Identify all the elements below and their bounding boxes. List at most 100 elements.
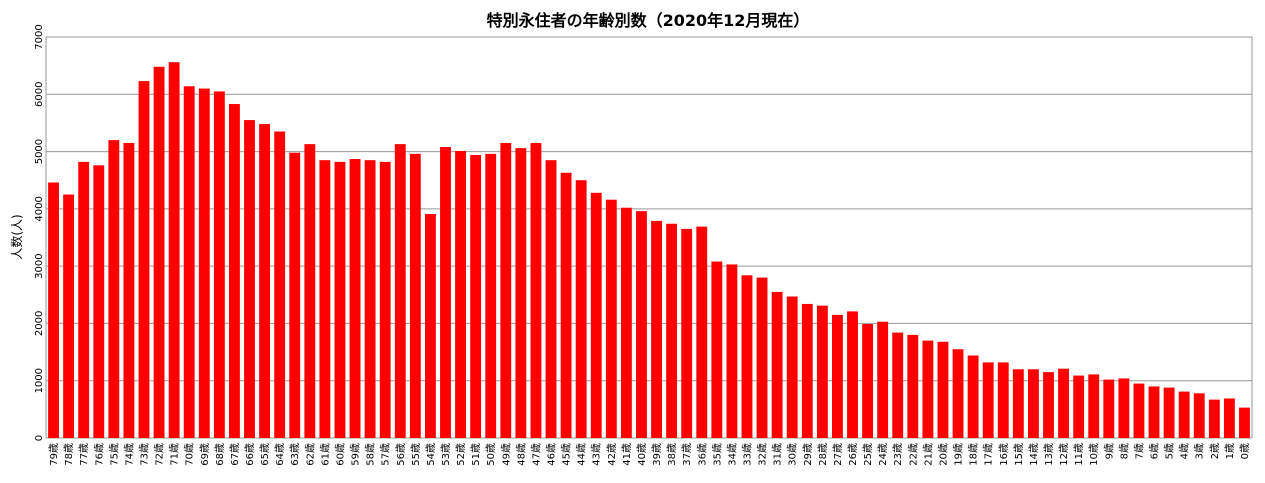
bar (997, 362, 1009, 438)
bar (138, 81, 150, 439)
x-tick-label: 9歳 (1103, 443, 1115, 459)
x-tick-label: 25歳 (862, 443, 874, 466)
x-tick-label: 19歳 (953, 443, 965, 466)
bar (982, 362, 994, 438)
bar (636, 211, 647, 438)
bar (816, 305, 828, 438)
x-tick-label: 52歳 (455, 443, 467, 466)
x-tick-label: 49歳 (500, 443, 512, 466)
grid-lines (46, 93, 1252, 382)
x-tick-label: 28歳 (817, 443, 829, 466)
x-tick-label: 58歳 (365, 443, 377, 466)
bar (681, 228, 693, 438)
x-tick-label: 38歳 (666, 443, 678, 466)
x-tick-label: 65歳 (259, 443, 271, 466)
bar (590, 192, 602, 438)
x-tick-label: 60歳 (334, 443, 346, 466)
x-tick-label: 27歳 (832, 443, 844, 466)
x-tick-label: 37歳 (681, 443, 693, 466)
x-tick-label: 22歳 (907, 443, 919, 466)
x-tick-label: 18歳 (968, 443, 980, 466)
x-tick-label: 15歳 (1013, 443, 1025, 466)
x-tick-label: 8歳 (1118, 443, 1130, 459)
bar (847, 311, 858, 438)
x-tick-label: 21歳 (922, 443, 934, 466)
x-tick-label: 68歳 (214, 443, 226, 466)
bar (696, 226, 708, 438)
x-tick-label: 76歳 (93, 443, 105, 466)
x-tick-label: 77歳 (78, 443, 90, 466)
x-tick-label: 20歳 (937, 443, 949, 466)
plot-area (45, 36, 1253, 439)
x-tick-label: 69歳 (199, 443, 211, 466)
bar (229, 104, 240, 438)
x-tick-label: 39歳 (651, 443, 663, 466)
bar (922, 340, 934, 438)
x-tick-label: 79歳 (48, 443, 60, 466)
bar (862, 324, 874, 438)
x-tick-label: 31歳 (772, 443, 784, 466)
bar (63, 194, 75, 438)
y-tick-label: 3000 (34, 253, 45, 278)
x-tick-label: 63歳 (289, 443, 301, 466)
x-tick-label: 40歳 (636, 443, 648, 466)
bar (1178, 391, 1190, 438)
bar (1012, 369, 1024, 438)
x-tick-label: 48歳 (515, 443, 527, 466)
bar (937, 341, 949, 438)
bar (1088, 374, 1100, 438)
x-tick-label: 3歳 (1194, 443, 1206, 459)
bar (244, 120, 255, 439)
x-tick-label: 35歳 (711, 443, 723, 466)
bar (1193, 393, 1205, 438)
y-tick-label: 0 (34, 435, 45, 441)
x-tick-label: 66歳 (244, 443, 256, 466)
bar (907, 334, 919, 438)
bar (786, 296, 798, 438)
x-tick-label: 42歳 (606, 443, 618, 466)
x-tick-label: 41歳 (621, 443, 633, 466)
bar (274, 131, 286, 438)
bar (741, 275, 753, 438)
bar (605, 199, 617, 438)
x-tick-label: 7歳 (1133, 443, 1145, 459)
x-tick-label: 34歳 (726, 443, 738, 466)
x-tick-label: 2歳 (1209, 443, 1221, 459)
x-tick-label: 0歳 (1239, 443, 1251, 459)
bar (394, 144, 406, 439)
x-tick-label: 73歳 (138, 443, 150, 466)
y-tick-label: 4000 (34, 196, 45, 221)
x-tick-label: 56歳 (395, 443, 407, 466)
bar (78, 161, 90, 438)
y-tick-label: 6000 (34, 82, 45, 107)
x-tick-label: 45歳 (561, 443, 573, 466)
bar (620, 207, 632, 438)
bar (1239, 407, 1250, 438)
bar (967, 355, 979, 438)
bar (409, 153, 421, 438)
bar (213, 91, 225, 439)
x-tick-label: 67歳 (229, 443, 241, 466)
bar (349, 159, 361, 439)
bar (289, 152, 301, 438)
x-tick-label: 61歳 (319, 443, 331, 466)
bar (1133, 383, 1145, 438)
bar (1208, 399, 1220, 438)
bar (952, 349, 964, 438)
x-tick-label: 72歳 (154, 443, 166, 466)
bar (198, 88, 210, 439)
bar (364, 160, 376, 438)
x-tick-label: 75歳 (108, 443, 120, 466)
bar (379, 161, 391, 438)
x-tick-label: 33歳 (741, 443, 753, 466)
bar (440, 146, 451, 438)
bar (1043, 372, 1054, 438)
bar (560, 172, 572, 438)
x-tick-label: 16歳 (998, 443, 1010, 466)
x-tick-label: 55歳 (410, 443, 422, 466)
bar (153, 66, 165, 438)
x-tick-label: 47歳 (530, 443, 542, 466)
x-tick-label: 26歳 (847, 443, 859, 466)
x-tick-label: 46歳 (546, 443, 558, 466)
